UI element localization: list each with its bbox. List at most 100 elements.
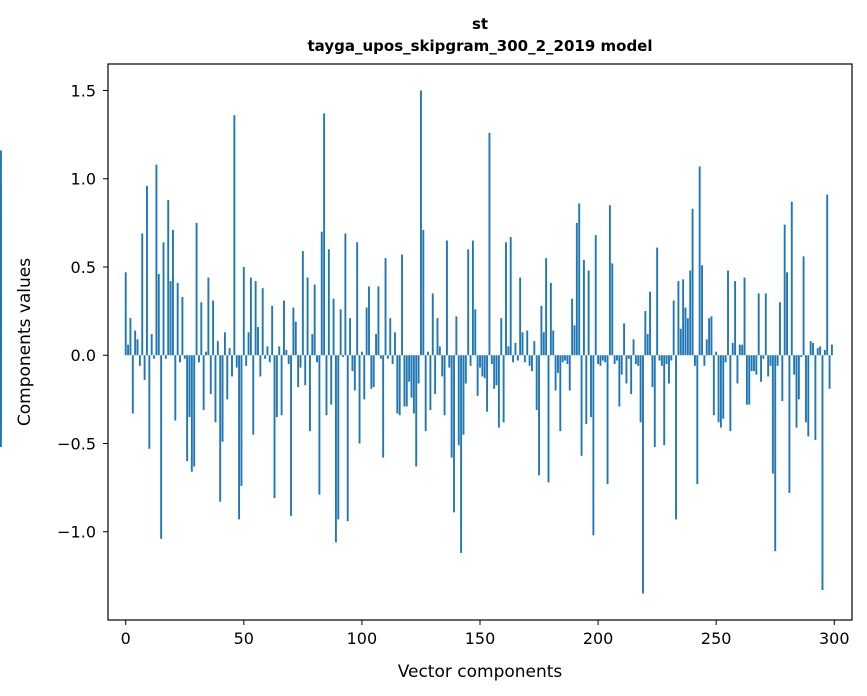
bar-297 [826, 194, 829, 356]
bar-14 [157, 274, 160, 356]
bar-162 [507, 346, 510, 356]
bar-170 [526, 330, 529, 356]
bar-67 [283, 300, 285, 356]
bar-6 [138, 355, 141, 366]
bar-295 [821, 355, 824, 590]
bar-76 [304, 355, 307, 386]
bar-46 [233, 115, 236, 356]
bar-178 [545, 258, 548, 356]
bar-298 [828, 355, 831, 389]
bar-113 [391, 355, 394, 365]
bar-284 [795, 355, 798, 428]
bar-167 [519, 277, 522, 356]
bar-185 [561, 355, 564, 363]
bar-99 [358, 355, 361, 444]
bar-98 [356, 242, 359, 356]
bar-265 [750, 355, 753, 372]
x-tick-label: 50 [234, 629, 254, 648]
bar-288 [805, 355, 807, 423]
bar-151 [481, 355, 484, 377]
bar-212 [625, 355, 628, 384]
bar-56 [257, 327, 259, 356]
y-tick-label: 1.5 [71, 81, 96, 100]
bar-110 [384, 258, 387, 356]
bar-156 [493, 355, 496, 389]
bar-112 [389, 318, 392, 356]
bar-256 [729, 355, 732, 432]
bar-143 [462, 355, 465, 435]
chart-subtitle: tayga_upos_skipgram_300_2_2019 model [308, 37, 653, 55]
bar-47 [235, 355, 238, 368]
x-tick-label: 100 [347, 629, 378, 648]
bar-234 [677, 281, 680, 356]
bar-1 [127, 344, 130, 356]
bar-125 [420, 90, 422, 356]
bar-126 [422, 229, 425, 356]
bar-75 [301, 251, 304, 356]
bar-164 [512, 355, 515, 363]
bar-101 [363, 355, 366, 400]
bar-71 [292, 307, 295, 356]
bar-9 [146, 185, 148, 356]
bar-3 [131, 355, 134, 414]
bar-58 [261, 288, 264, 356]
bar-85 [325, 355, 328, 416]
bar-280 [786, 272, 788, 356]
bar-243 [698, 166, 701, 356]
bar-166 [516, 355, 519, 361]
bar-287 [802, 256, 805, 356]
bar-29 [193, 355, 196, 467]
bar-299 [830, 344, 833, 356]
bar-186 [564, 355, 566, 361]
bar-191 [575, 222, 578, 356]
bar-219 [642, 355, 644, 594]
bar-81 [316, 355, 318, 363]
bar-181 [552, 330, 555, 356]
bar-65 [278, 346, 281, 356]
bar-213 [627, 355, 630, 359]
bar-146 [469, 355, 472, 366]
bar-118 [403, 355, 406, 407]
bar-43 [226, 355, 229, 400]
bar-105 [372, 355, 375, 388]
bar-132 [436, 318, 439, 356]
bar-97 [353, 355, 356, 391]
bar-34 [205, 351, 207, 356]
y-tick-label: 0.5 [71, 258, 96, 277]
bar-114 [394, 332, 396, 356]
bar-145 [467, 249, 470, 356]
bar-157 [495, 355, 498, 386]
bar-84 [323, 113, 326, 356]
bar-136 [445, 240, 448, 356]
bar-261 [741, 344, 744, 356]
bar-22 [176, 282, 179, 356]
bar-23 [179, 355, 181, 363]
bar-144 [464, 355, 467, 384]
bar-128 [427, 351, 429, 356]
bar-237 [684, 307, 687, 356]
bar-90 [337, 355, 340, 520]
bar-137 [448, 355, 451, 368]
x-tick-label: 250 [701, 629, 732, 648]
bar-2 [129, 318, 132, 356]
bar-285 [797, 355, 800, 400]
bar-246 [705, 339, 708, 356]
bar-245 [703, 355, 706, 366]
bar-269 [760, 355, 763, 382]
y-tick-label: 1.0 [71, 170, 96, 189]
bar-72 [294, 321, 297, 356]
chart-title: st [472, 15, 488, 33]
bar-17 [164, 355, 167, 359]
bar-138 [450, 355, 453, 458]
bar-241 [693, 355, 696, 366]
bar-172 [531, 355, 533, 372]
bar-291 [812, 342, 814, 356]
bar-281 [788, 355, 791, 493]
bar-235 [679, 328, 682, 356]
bar-35 [207, 277, 210, 356]
bar-253 [722, 355, 725, 419]
bar-134 [441, 355, 444, 377]
bar-78 [309, 355, 311, 432]
bar-82 [318, 355, 321, 495]
bar-248 [710, 316, 713, 356]
